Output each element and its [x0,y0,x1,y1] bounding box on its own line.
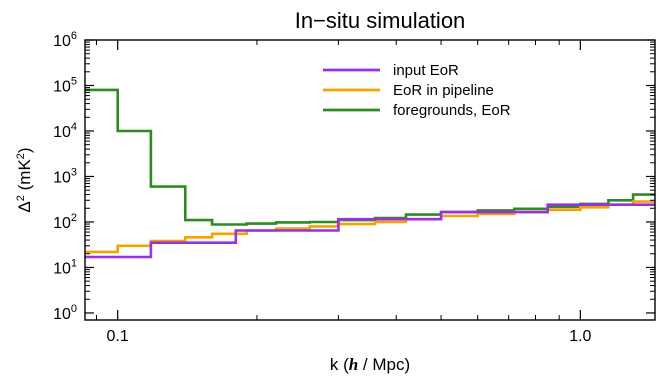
legend-label-0: input EoR [393,62,459,79]
y-tick-label-3: 103 [53,166,77,186]
x-tick-label-0: 0.1 [107,328,129,345]
legend-label-2: foregrounds, EoR [393,102,511,119]
y-tick-label-2: 102 [53,212,77,232]
chart-title: In−situ simulation [295,8,466,33]
y-tick-label-1: 101 [53,257,77,277]
axes-layer: 100 101 102 103 104 105 106 0.1 1.0 [53,30,655,345]
y-axis-label: Δ2 (mK2) [15,147,34,212]
y-tick-label-6: 106 [53,30,77,50]
plot-frame [84,39,656,321]
y-tick-label-0: 100 [53,303,77,323]
series-line-2 [85,203,655,259]
series-layer [85,88,655,259]
y-tick-label-5: 105 [53,75,77,95]
x-axis-label: k (h / Mpc) [330,355,410,374]
y-tick-label-4: 104 [53,121,77,141]
legend-label-1: EoR in pipeline [393,82,494,99]
legend: input EoR EoR in pipeline foregrounds, EoR [323,62,511,119]
x-tick-label-1: 1.0 [569,328,591,345]
series-line-1 [85,200,655,254]
